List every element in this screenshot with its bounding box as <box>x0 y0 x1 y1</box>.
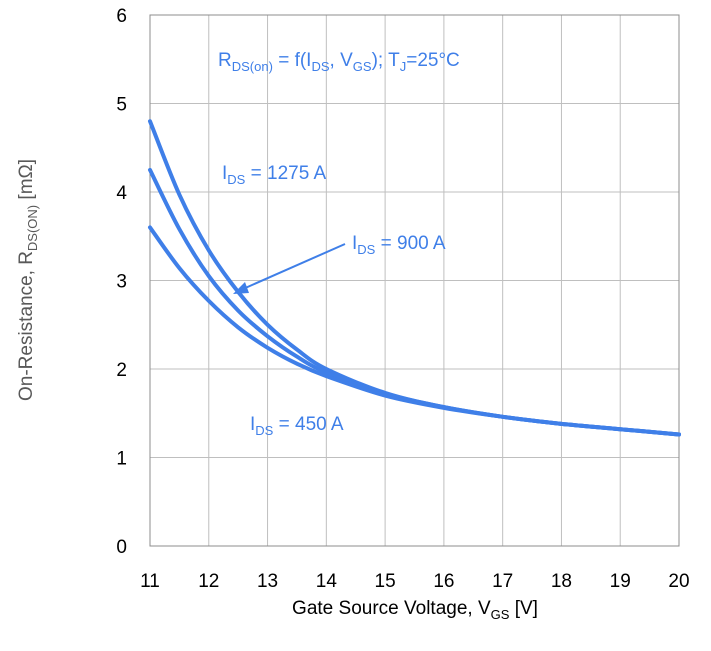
y-tick-label: 3 <box>116 272 127 293</box>
y-axis-title: On-Resistance, RDS(ON) [mΩ] <box>16 159 40 401</box>
series-line-1 <box>148 167 681 437</box>
x-tick-label: 13 <box>257 571 278 592</box>
x-tick-label: 18 <box>551 571 572 592</box>
x-tick-label: 12 <box>198 571 219 592</box>
y-tick-label: 4 <box>116 183 127 204</box>
x-tick-label: 20 <box>668 571 689 592</box>
x-tick-label: 11 <box>140 571 160 592</box>
plot-frame <box>149 14 680 547</box>
y-tick-label: 5 <box>116 95 127 116</box>
x-tick-labels: 11 12 13 14 15 16 17 18 19 20 <box>140 571 689 592</box>
series-line-2 <box>148 225 681 437</box>
y-tick-labels: 0 1 2 3 4 5 6 <box>116 6 127 558</box>
y-tick-label: 1 <box>116 449 127 470</box>
y-tick-label: 2 <box>116 360 127 381</box>
x-tick-label: 14 <box>316 571 338 592</box>
annotation-900: IDS = 900 A <box>352 233 446 257</box>
x-tick-label: 16 <box>433 571 454 592</box>
x-axis-title: Gate Source Voltage, VGS [V] <box>292 598 538 622</box>
x-tick-label: 15 <box>375 571 396 592</box>
y-tick-label: 0 <box>116 537 127 558</box>
y-tick-label: 6 <box>116 6 127 27</box>
series-lines <box>148 119 681 437</box>
annotation-450: IDS = 450 A <box>250 414 344 438</box>
annotation-1275: IDS = 1275 A <box>222 163 326 187</box>
x-tick-label: 19 <box>610 571 631 592</box>
series-line-0 <box>148 119 681 437</box>
annotation-arrow-900 <box>233 243 346 294</box>
chart-title: RDS(on) = f(IDS, VGS); TJ=25°C <box>218 50 460 74</box>
x-tick-label: 17 <box>492 571 513 592</box>
